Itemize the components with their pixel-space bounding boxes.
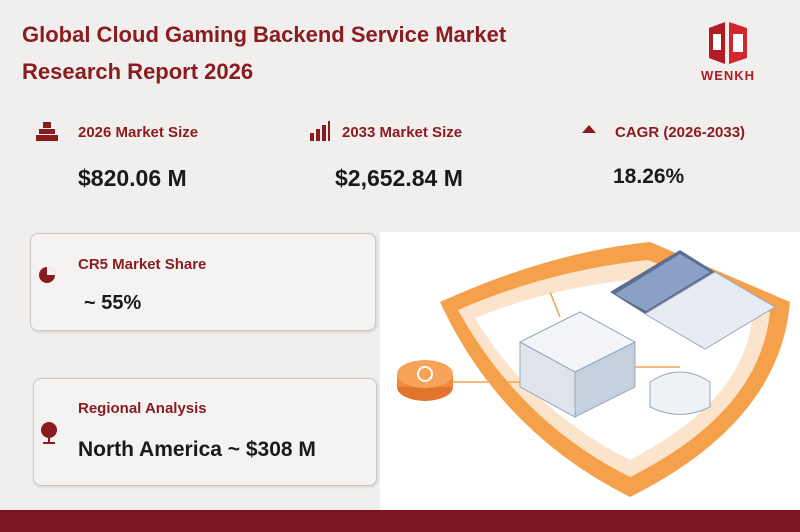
metric-value: $2,652.84 M <box>335 165 463 191</box>
title: Global Cloud Gaming Backend Service Mark… <box>22 22 507 84</box>
metric-icon <box>310 121 330 141</box>
card-label: CR5 Market Share <box>78 256 207 273</box>
metric-label: 2033 Market Size <box>342 124 463 141</box>
card-icon <box>39 267 55 283</box>
card-icon <box>41 422 57 444</box>
metric-label: 2026 Market Size <box>78 124 199 141</box>
card-label: Regional Analysis <box>78 400 207 417</box>
footer-bar <box>0 510 800 532</box>
card <box>33 378 377 486</box>
card <box>30 233 376 331</box>
metric-label: CAGR (2026-2033) <box>615 124 746 141</box>
metric-icon <box>36 122 58 141</box>
metric-value: $820.06 M <box>78 165 187 191</box>
illustration <box>380 232 800 510</box>
card-value: North America ~ $308 M <box>78 438 316 461</box>
metric-icon <box>582 125 596 133</box>
metric-value: 18.26% <box>613 165 685 188</box>
card-value: ~ 55% <box>84 292 142 314</box>
logo-icon <box>709 22 747 64</box>
logo-text: WENKH <box>700 68 756 83</box>
